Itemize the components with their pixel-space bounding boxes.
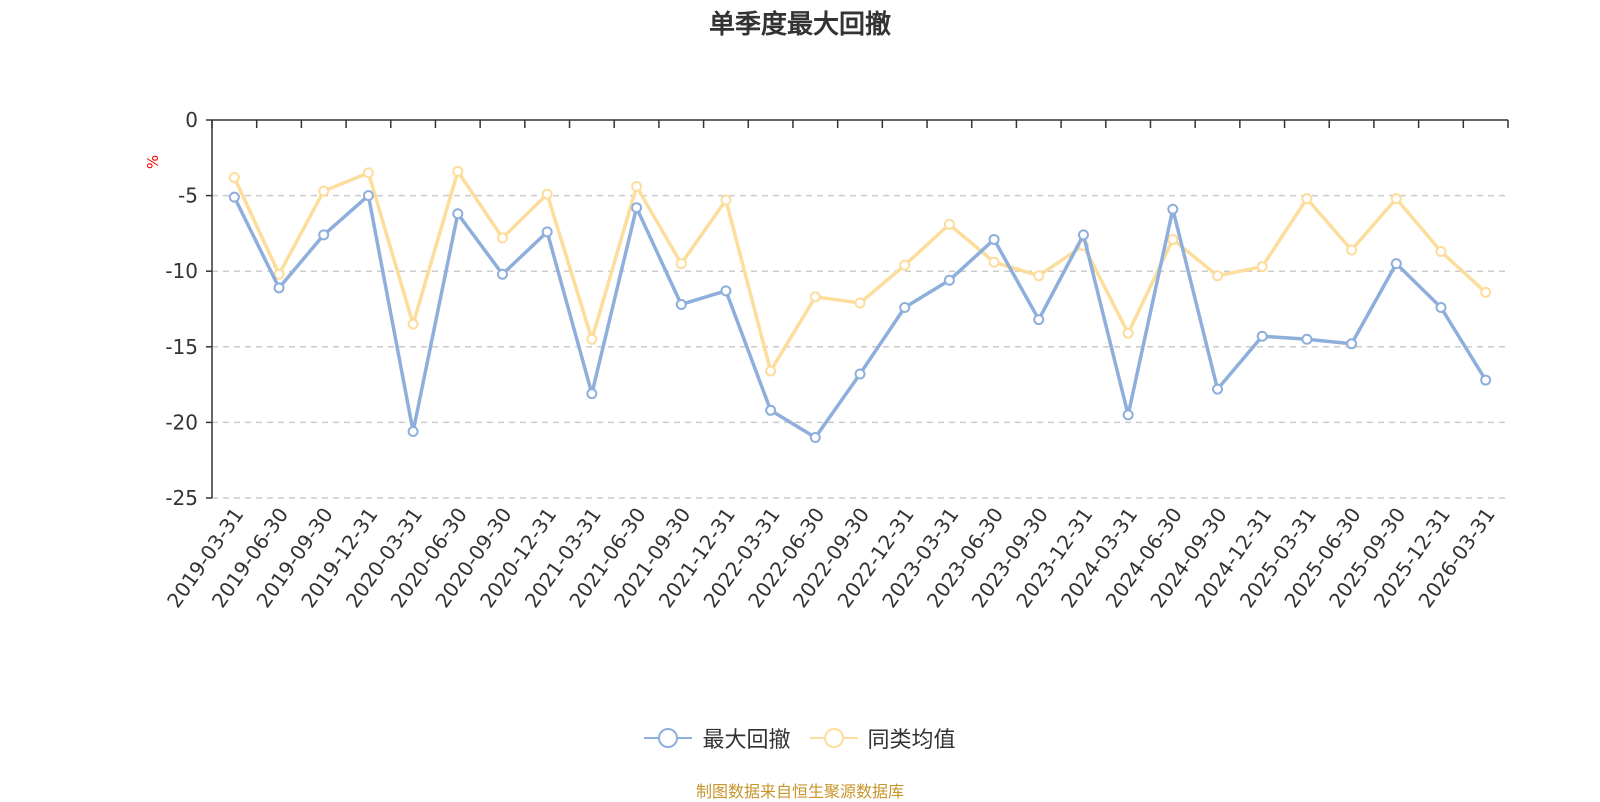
data-point xyxy=(943,274,955,286)
data-point xyxy=(228,171,240,183)
source-note: 制图数据来自恒生聚源数据库 xyxy=(695,782,904,801)
data-point xyxy=(362,190,374,202)
data-point xyxy=(854,368,866,380)
data-point xyxy=(1033,314,1045,326)
data-point xyxy=(1480,286,1492,298)
data-point xyxy=(318,229,330,241)
data-point xyxy=(273,268,285,280)
data-point xyxy=(1212,383,1224,395)
y-tick-label: -20 xyxy=(165,410,198,434)
data-point xyxy=(899,301,911,313)
data-point xyxy=(1301,193,1313,205)
data-point xyxy=(1435,246,1447,258)
data-point xyxy=(1390,258,1402,270)
data-point xyxy=(452,208,464,220)
data-point xyxy=(1256,330,1268,342)
data-point xyxy=(720,194,732,206)
data-point xyxy=(1256,261,1268,273)
data-point xyxy=(765,404,777,416)
data-point xyxy=(407,425,419,437)
legend-item-max-drawdown[interactable]: 最大回撤 xyxy=(644,722,791,754)
data-point xyxy=(452,165,464,177)
data-point xyxy=(586,388,598,400)
data-point xyxy=(720,285,732,297)
data-point xyxy=(765,365,777,377)
data-point xyxy=(318,185,330,197)
data-point xyxy=(541,188,553,200)
series xyxy=(228,165,1492,444)
data-point xyxy=(809,291,821,303)
data-point xyxy=(1301,333,1313,345)
legend-marker-icon xyxy=(809,728,858,748)
data-point xyxy=(1390,193,1402,205)
data-point xyxy=(1167,203,1179,215)
data-point xyxy=(1435,301,1447,313)
legend-label: 同类均值 xyxy=(867,728,956,753)
chart-title: 单季度最大回撤 xyxy=(708,10,891,40)
legend: 最大回撤 同类均值 xyxy=(0,722,1600,755)
data-point xyxy=(496,268,508,280)
data-point xyxy=(228,191,240,203)
data-point xyxy=(631,181,643,193)
data-point xyxy=(899,259,911,271)
data-point xyxy=(496,232,508,244)
series-line xyxy=(232,193,1488,440)
data-point xyxy=(809,432,821,444)
legend-item-peer-average[interactable]: 同类均值 xyxy=(809,722,956,754)
y-tick-label: -5 xyxy=(178,184,198,208)
data-point xyxy=(362,167,374,179)
data-point xyxy=(988,233,1000,245)
data-point xyxy=(407,318,419,330)
y-tick-label: -10 xyxy=(165,259,198,283)
data-point xyxy=(1212,270,1224,282)
y-axis-unit-label: % xyxy=(144,155,162,169)
legend-marker-icon xyxy=(644,728,693,748)
axes: 0-5-10-15-20-25%2019-03-312019-06-302019… xyxy=(144,108,1509,612)
data-point xyxy=(1346,338,1358,350)
y-tick-label: -15 xyxy=(165,335,198,359)
data-point xyxy=(1122,327,1134,339)
data-point xyxy=(631,202,643,214)
grid-lines xyxy=(212,194,1508,499)
data-point xyxy=(1122,409,1134,421)
y-tick-label: -25 xyxy=(165,486,198,510)
data-point xyxy=(1033,270,1045,282)
data-point xyxy=(1077,229,1089,241)
y-tick-label: 0 xyxy=(185,108,198,132)
legend-label: 最大回撤 xyxy=(702,728,791,753)
data-point xyxy=(675,298,687,310)
data-point xyxy=(586,333,598,345)
data-point xyxy=(943,218,955,230)
data-point xyxy=(273,282,285,294)
data-point xyxy=(1480,374,1492,386)
data-point xyxy=(988,256,1000,268)
data-point xyxy=(1167,233,1179,245)
data-point xyxy=(854,297,866,309)
data-point xyxy=(1346,244,1358,256)
data-point xyxy=(541,226,553,238)
data-point xyxy=(675,258,687,270)
